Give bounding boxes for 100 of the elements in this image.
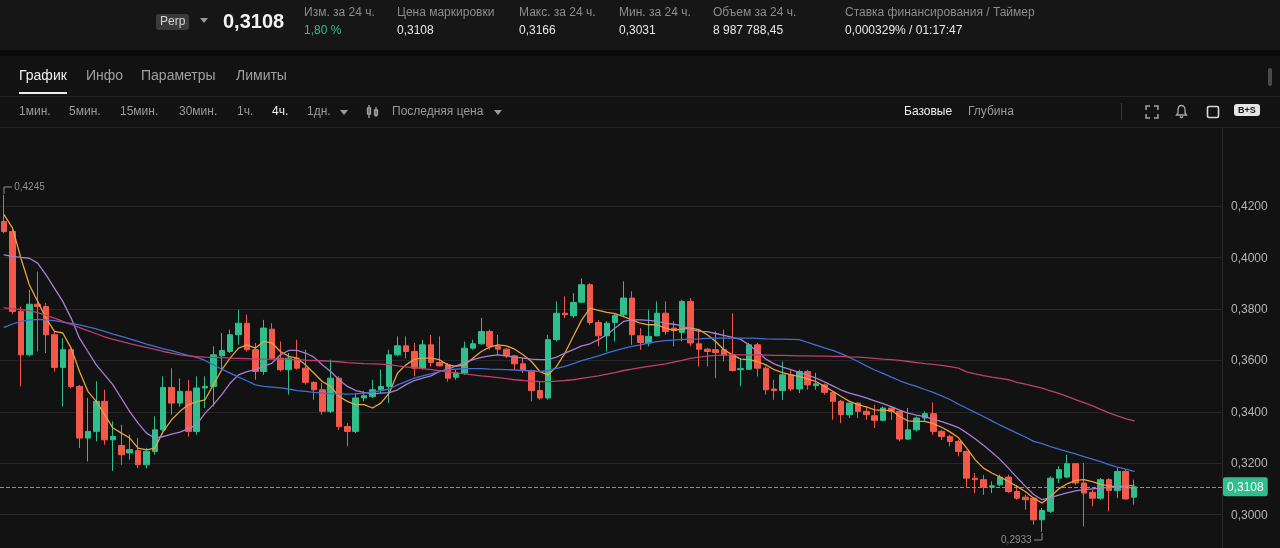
candlestick: [285, 352, 292, 396]
candlestick: [1122, 469, 1129, 501]
text: 15мин.: [120, 104, 159, 119]
y-tick-label: 0,3400: [1231, 404, 1269, 419]
candlestick: [620, 280, 627, 318]
candlestick: [227, 329, 233, 354]
candlestick: [244, 314, 250, 352]
candlestick: [126, 434, 133, 461]
text: Perp: [156, 14, 190, 30]
candlestick: [830, 390, 836, 421]
text: 1,80 %: [304, 23, 342, 38]
candlestick: [679, 299, 685, 342]
text: 4ч.: [272, 104, 289, 119]
candlestick: [537, 381, 543, 401]
text: 0,000329% / 01:17:47: [845, 23, 963, 38]
y-tick-label: 0,4200: [1231, 199, 1269, 214]
candlestick: [68, 347, 74, 389]
text: 8 987 788,45: [713, 23, 784, 38]
candlestick: [403, 335, 409, 359]
text: Ставка финансирования / Таймер: [845, 5, 1035, 20]
candlestick: [972, 472, 978, 494]
candlestick: [779, 361, 786, 401]
annotation: 0,2933: [1001, 533, 1032, 546]
candlestick: [763, 365, 769, 396]
ref-line-label: 0,3108: [1227, 479, 1265, 494]
text: Макс. за 24 ч.: [519, 5, 596, 20]
line-series: [3, 318, 1135, 473]
candlestick: [654, 300, 660, 337]
candlestick: [269, 322, 275, 361]
candlestick: [880, 405, 886, 422]
candlestick: [612, 312, 618, 342]
candlestick: [604, 320, 610, 352]
candlestick: [1081, 462, 1087, 527]
candlestick: [9, 228, 16, 315]
text: Базовые: [904, 104, 953, 119]
candlestick: [193, 375, 200, 436]
candlestick: [143, 447, 150, 469]
y-tick-label: 0,3600: [1231, 353, 1269, 368]
candlestick: [51, 330, 58, 373]
candlestick: [436, 335, 443, 367]
text: 0,3108: [223, 10, 285, 33]
candlestick: [913, 415, 920, 432]
candlestick: [905, 407, 911, 441]
candlestick: [553, 300, 560, 342]
candlestick: [729, 312, 736, 373]
candlestick: [160, 375, 166, 432]
candlestick: [18, 306, 24, 387]
candlestick: [185, 379, 192, 438]
candlestick: [85, 397, 91, 462]
candlestick: [419, 339, 426, 371]
y-tick-label: 0,4000: [1231, 250, 1269, 265]
candlestick: [788, 369, 794, 392]
candlestick: [26, 289, 33, 357]
candlestick: [1039, 507, 1045, 533]
candlestick: [34, 271, 41, 352]
candlestick: [863, 405, 870, 421]
candlestick: [1056, 465, 1062, 484]
candlestick: [202, 375, 208, 409]
y-tick-label: 0,3800: [1231, 302, 1269, 317]
candlestick: [771, 379, 777, 401]
text: 30мин.: [179, 104, 218, 119]
candlestick: [645, 309, 652, 347]
annotation: 0,4245: [14, 180, 45, 193]
text: 0,3031: [619, 23, 656, 38]
text: Объем за 24 ч.: [713, 5, 797, 20]
candlestick: [1089, 489, 1096, 507]
candlestick: [378, 369, 384, 394]
candlestick: [219, 332, 225, 371]
candlestick: [110, 420, 116, 472]
text: Изм. за 24 ч.: [304, 5, 375, 20]
candlestick: [980, 474, 987, 496]
candlestick: [428, 334, 434, 367]
text: 1ч.: [237, 104, 254, 119]
candlestick: [361, 390, 367, 402]
text: График: [19, 67, 67, 84]
candlestick: [93, 380, 100, 442]
candlestick: [587, 282, 593, 326]
text: 1дн.: [307, 104, 331, 119]
candlestick: [352, 392, 359, 434]
candlestick: [118, 424, 125, 466]
text: Последняя цена: [392, 104, 484, 119]
candlestick: [687, 297, 694, 347]
candlestick: [1072, 462, 1079, 486]
text: Мин. за 24 ч.: [619, 5, 691, 20]
candlestick: [60, 337, 66, 407]
candlestick: [302, 349, 309, 386]
text: 5мин.: [69, 104, 101, 119]
text: Лимиты: [236, 67, 287, 84]
candlestick: [629, 290, 635, 346]
candlestick: [595, 319, 602, 347]
text: 1мин.: [19, 104, 51, 119]
line-series: [3, 307, 1135, 422]
candlestick: [838, 399, 844, 424]
candlestick: [453, 369, 459, 381]
candlestick: [813, 372, 819, 391]
candlestick: [1064, 454, 1070, 479]
text: Цена маркировки: [397, 5, 495, 20]
text: B+S: [1234, 104, 1260, 117]
text: Глубина: [968, 104, 1014, 119]
candlestick: [562, 296, 568, 319]
